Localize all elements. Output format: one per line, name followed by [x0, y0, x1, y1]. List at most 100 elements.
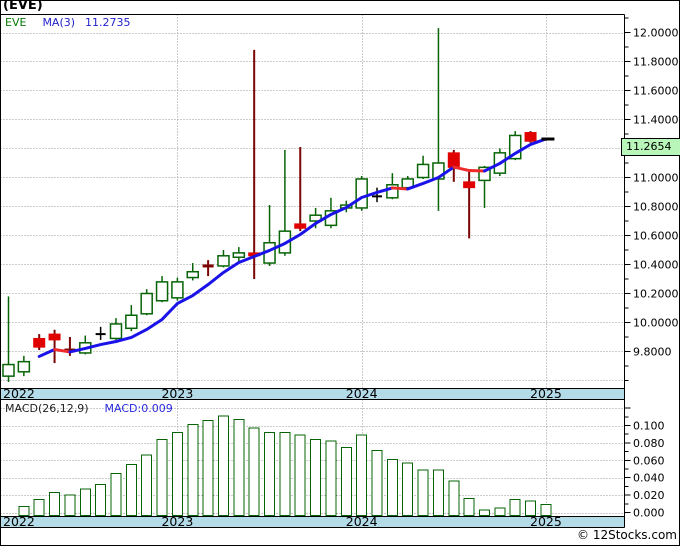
macd-bar — [340, 446, 352, 516]
candle — [186, 263, 200, 281]
macd-bar — [233, 418, 245, 516]
price-axis-label: 9.8000 — [633, 346, 672, 359]
macd-axis-label: 0.100 — [633, 420, 665, 433]
macd-bar — [371, 450, 383, 517]
page-title: (EVE) — [3, 0, 43, 13]
legend-ma-value: 11.2735 — [85, 16, 131, 29]
macd-bar — [386, 458, 398, 516]
x-axis-band-bottom — [1, 517, 625, 527]
price-axis-label: 10.4000 — [633, 259, 679, 272]
macd-bar — [33, 498, 45, 517]
candle — [48, 329, 61, 364]
candle — [372, 187, 383, 203]
macd-bar — [79, 488, 91, 517]
ma-line-falling — [53, 347, 72, 354]
macd-axis-label: 0.040 — [633, 472, 665, 485]
macd-bar — [479, 509, 491, 517]
year-label-2023-bottom: 2023 — [161, 514, 193, 529]
macd-bar — [125, 464, 137, 516]
macd-bar — [294, 434, 306, 517]
last-price-badge: 11.2654 — [621, 138, 680, 156]
year-label-2025-top: 2025 — [530, 386, 562, 401]
macd-bar — [509, 498, 521, 517]
copyright: © 12Stocks.com — [577, 528, 677, 542]
legend-ma-label: MA(3) — [42, 16, 76, 29]
candle — [294, 147, 307, 232]
macd-histogram — [18, 415, 552, 517]
macd-bar — [202, 419, 214, 516]
macd-bar — [171, 431, 183, 516]
macd-bar — [156, 438, 168, 517]
macd-bar — [540, 504, 552, 517]
macd-bar — [187, 424, 199, 517]
price-axis-label: 10.6000 — [633, 230, 679, 243]
macd-bar — [525, 500, 537, 517]
macd-axis-label: 0.020 — [633, 489, 665, 502]
candle — [478, 165, 491, 208]
candle — [524, 131, 537, 143]
macd-bar — [141, 454, 153, 516]
macd-bar — [402, 462, 414, 517]
macd-bar — [264, 431, 276, 516]
candle — [155, 276, 169, 303]
ma-line-rising — [37, 347, 57, 358]
macd-bar — [417, 469, 429, 516]
macd-bar — [279, 431, 291, 516]
ma3-line — [37, 137, 555, 358]
candle — [463, 170, 476, 239]
macd-bar — [432, 469, 444, 516]
macd-bar — [448, 480, 460, 516]
macd-bar — [248, 427, 260, 516]
price-axis-label: 11.6000 — [633, 85, 679, 98]
price-axis-label: 12.0000 — [633, 27, 679, 40]
macd-bar — [49, 491, 61, 516]
price-axis-label: 11.8000 — [633, 56, 679, 69]
candle — [232, 247, 246, 264]
year-labels: 2022 2023 2024 2025 2022 2023 2024 2025 — [3, 386, 562, 529]
macd-bar — [64, 494, 76, 517]
price-axis-label: 10.2000 — [633, 288, 679, 301]
year-label-2022-bottom: 2022 — [3, 514, 35, 529]
candle — [109, 318, 123, 340]
macd-bar — [325, 440, 337, 516]
year-label-2025-bottom: 2025 — [530, 514, 562, 529]
ma-line-rising — [406, 165, 456, 191]
x-axis-band-top — [1, 389, 625, 399]
year-label-2024-bottom: 2024 — [346, 514, 378, 529]
candle — [355, 176, 368, 211]
right-axis: 12.0000 11.8000 11.6000 11.4000 11.0000 10.80… — [624, 17, 679, 520]
macd-legend: MACD(26,12,9) MACD:0.009 — [5, 402, 173, 415]
year-label-2024-top: 2024 — [346, 386, 378, 401]
ma-line-rising — [483, 137, 548, 173]
candle — [171, 277, 184, 301]
candle — [386, 173, 399, 200]
ma-line-rising — [68, 186, 394, 354]
ma-line-falling — [452, 165, 487, 173]
macd-legend-value: MACD:0.009 — [104, 402, 173, 415]
candle — [33, 334, 46, 351]
macd-bar — [18, 505, 30, 517]
ma-line-falling — [390, 186, 410, 191]
year-label-2023-top: 2023 — [161, 386, 193, 401]
candle — [2, 296, 15, 382]
macd-bar — [494, 507, 506, 516]
candle — [508, 131, 522, 161]
price-axis-label: 11.0000 — [633, 172, 679, 185]
candle — [95, 326, 106, 340]
candle — [217, 250, 230, 268]
macd-bar — [310, 438, 322, 517]
price-axis-label: 10.0000 — [633, 317, 679, 330]
macd-legend-label: MACD(26,12,9) — [5, 402, 89, 415]
macd-axis-label: 0.060 — [633, 454, 665, 467]
candle — [416, 155, 430, 179]
candle — [140, 289, 153, 316]
macd-bar — [217, 415, 229, 516]
macd-bar — [110, 472, 122, 517]
candle — [202, 260, 214, 277]
year-label-2022-top: 2022 — [3, 386, 35, 401]
price-axis-label: 10.8000 — [633, 201, 679, 214]
macd-axis-label: 0.000 — [633, 507, 665, 520]
